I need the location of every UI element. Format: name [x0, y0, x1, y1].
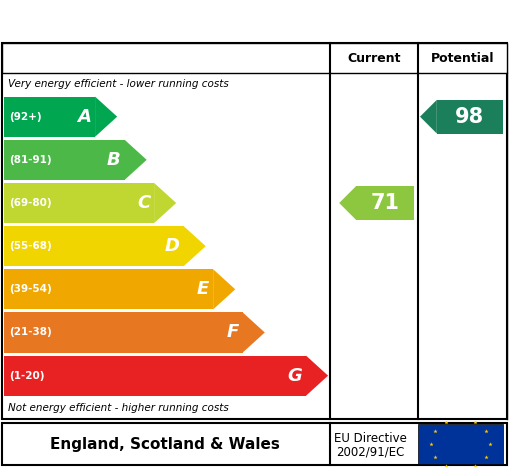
- Text: E: E: [197, 280, 209, 298]
- Bar: [4, 269, 213, 310]
- Bar: [4, 312, 243, 353]
- Bar: [4, 226, 184, 266]
- Text: Current: Current: [347, 51, 401, 64]
- Text: (69-80): (69-80): [9, 198, 51, 208]
- Text: F: F: [227, 324, 239, 341]
- Text: Not energy efficient - higher running costs: Not energy efficient - higher running co…: [8, 403, 229, 413]
- Text: (39-54): (39-54): [9, 284, 52, 294]
- Text: A: A: [77, 108, 91, 126]
- Text: Potential: Potential: [431, 51, 494, 64]
- Text: D: D: [164, 237, 180, 255]
- Polygon shape: [420, 100, 437, 134]
- Text: 71: 71: [371, 193, 400, 213]
- Polygon shape: [339, 186, 356, 220]
- Polygon shape: [95, 97, 117, 137]
- Text: England, Scotland & Wales: England, Scotland & Wales: [50, 437, 280, 452]
- Bar: [356, 186, 414, 220]
- Text: B: B: [107, 151, 121, 169]
- Bar: [4, 140, 125, 180]
- Text: G: G: [287, 367, 302, 385]
- Bar: [437, 100, 503, 134]
- Bar: [4, 97, 95, 137]
- Text: (55-68): (55-68): [9, 241, 52, 251]
- Polygon shape: [306, 355, 328, 396]
- Text: (92+): (92+): [9, 112, 42, 122]
- Text: Energy Efficiency Rating: Energy Efficiency Rating: [101, 11, 408, 30]
- Bar: [4, 183, 154, 223]
- Text: (1-20): (1-20): [9, 371, 44, 381]
- Text: Very energy efficient - lower running costs: Very energy efficient - lower running co…: [8, 79, 229, 89]
- Polygon shape: [184, 226, 206, 266]
- Text: 2002/91/EC: 2002/91/EC: [336, 446, 404, 459]
- Text: C: C: [137, 194, 150, 212]
- Polygon shape: [154, 183, 176, 223]
- Bar: [2, 43, 507, 73]
- Polygon shape: [125, 140, 147, 180]
- Text: (21-38): (21-38): [9, 327, 52, 338]
- Polygon shape: [213, 269, 235, 310]
- Bar: [418, 424, 503, 464]
- Polygon shape: [243, 312, 265, 353]
- Text: EU Directive: EU Directive: [333, 432, 407, 445]
- Bar: [4, 355, 306, 396]
- Text: (81-91): (81-91): [9, 155, 51, 165]
- Text: 98: 98: [456, 106, 485, 127]
